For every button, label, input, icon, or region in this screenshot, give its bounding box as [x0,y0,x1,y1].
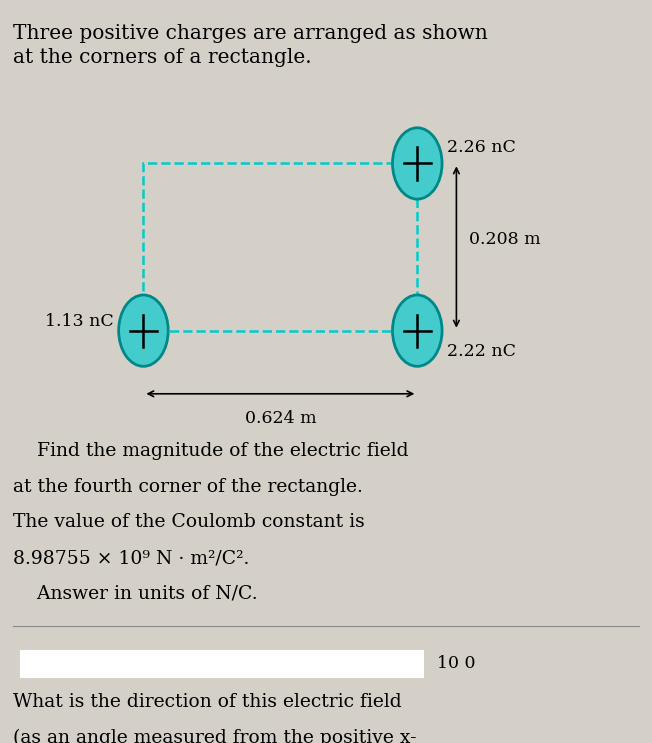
Text: Find the magnitude of the electric field: Find the magnitude of the electric field [13,442,409,460]
Text: 0.208 m: 0.208 m [469,231,541,248]
Text: Three positive charges are arranged as shown: Three positive charges are arranged as s… [13,24,488,43]
Ellipse shape [393,295,442,366]
Text: 10 0: 10 0 [437,655,475,672]
Text: Answer in units of N/C.: Answer in units of N/C. [13,585,258,603]
Text: (as an angle measured from the positive x-: (as an angle measured from the positive … [13,729,417,743]
Text: at the fourth corner of the rectangle.: at the fourth corner of the rectangle. [13,478,363,496]
Text: 0.624 m: 0.624 m [244,410,316,427]
FancyBboxPatch shape [20,650,424,678]
Text: 8.98755 × 10⁹ N · m²/C².: 8.98755 × 10⁹ N · m²/C². [13,549,250,567]
Ellipse shape [119,295,168,366]
Text: at the corners of a rectangle.: at the corners of a rectangle. [13,48,312,67]
Text: 2.22 nC: 2.22 nC [447,343,516,360]
Text: 2.26 nC: 2.26 nC [447,139,516,155]
Ellipse shape [393,128,442,199]
Text: The value of the Coulomb constant is: The value of the Coulomb constant is [13,513,364,531]
Text: What is the direction of this electric field: What is the direction of this electric f… [13,693,402,711]
Text: 1.13 nC: 1.13 nC [46,314,114,330]
